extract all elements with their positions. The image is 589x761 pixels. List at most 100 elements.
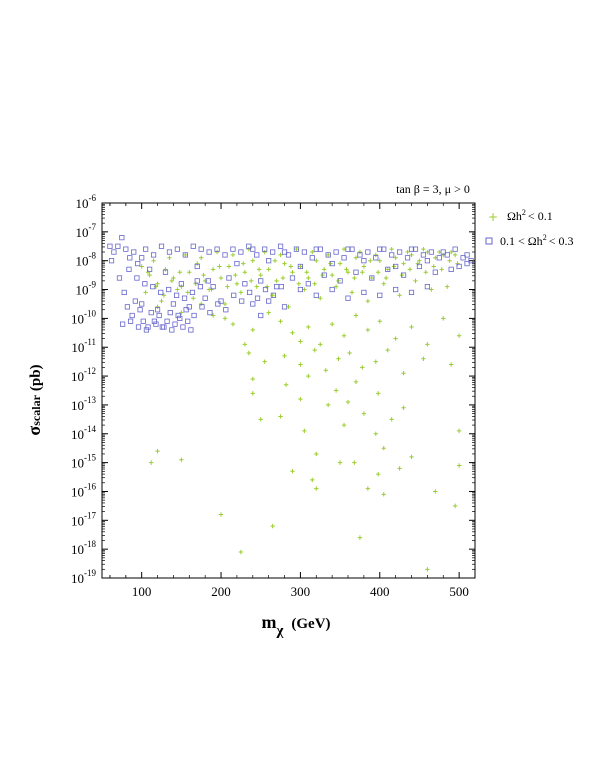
data-point-plus — [272, 258, 278, 263]
data-point-square — [281, 304, 288, 310]
data-point-plus — [341, 333, 347, 338]
data-point-square — [107, 243, 113, 249]
data-point-plus — [177, 270, 182, 275]
data-point-square — [170, 301, 177, 307]
data-point-square — [381, 246, 387, 252]
data-point-plus — [270, 523, 275, 529]
data-point-square — [158, 243, 165, 249]
data-point-square — [174, 246, 180, 252]
data-point-plus — [266, 267, 271, 272]
data-point-plus — [195, 261, 200, 266]
data-point-plus — [139, 264, 144, 269]
y-tick-label: 10-17 — [71, 510, 96, 528]
data-point-plus — [147, 272, 152, 278]
data-point-plus — [397, 466, 402, 471]
data-point-square — [353, 269, 359, 275]
data-point-plus — [298, 362, 303, 367]
data-point-square — [270, 292, 277, 298]
data-point-square — [150, 252, 157, 258]
y-axis-title: σscalar (pb) — [24, 364, 44, 435]
data-point-plus — [175, 287, 180, 292]
data-point-plus — [202, 278, 208, 284]
data-point-plus — [234, 281, 240, 286]
data-point-square — [205, 278, 211, 284]
data-point-plus — [361, 264, 367, 269]
data-point-plus — [323, 368, 328, 373]
data-point-square — [377, 292, 383, 298]
data-point-plus — [401, 370, 406, 376]
data-point-square — [218, 298, 224, 304]
data-point-plus — [262, 249, 267, 255]
legend: + Ωh2 < 0.1 0.1 < Ωh2 < 0.3 — [485, 208, 573, 248]
data-point-plus — [298, 264, 303, 269]
data-point-plus — [421, 246, 426, 252]
y-axis-ticks: 10-19 10-18 10-17 10-16 10-15 10-14 10-13 10-12… — [71, 193, 475, 586]
data-point-square — [309, 255, 315, 261]
data-point-square — [148, 310, 154, 316]
data-point-square — [369, 275, 375, 281]
data-points — [107, 235, 474, 572]
data-point-square — [132, 298, 138, 304]
data-point-square — [153, 321, 159, 327]
data-point-square — [246, 243, 252, 249]
data-point-plus — [389, 246, 394, 252]
data-point-square — [428, 249, 434, 255]
data-point-plus — [230, 321, 236, 327]
data-point-plus — [318, 342, 323, 347]
data-point-plus — [377, 258, 382, 263]
data-point-plus — [352, 460, 357, 465]
data-point-plus — [155, 304, 160, 310]
data-point-square — [424, 258, 430, 264]
data-point-plus — [320, 272, 325, 278]
data-point-plus — [409, 454, 414, 460]
data-point-plus — [373, 431, 378, 436]
data-point-plus — [210, 267, 216, 272]
data-point-square — [408, 289, 415, 296]
data-point-square — [277, 243, 284, 249]
y-axis-title-unit: (pb) — [28, 364, 44, 391]
data-point-square — [357, 252, 363, 258]
data-point-plus — [375, 270, 381, 275]
data-point-plus — [401, 405, 406, 411]
data-point-square — [262, 286, 269, 293]
x-tick-label: 200 — [211, 584, 231, 599]
data-point-plus — [448, 362, 454, 367]
data-point-square — [258, 278, 264, 284]
data-point-plus — [345, 399, 351, 405]
data-point-plus — [349, 290, 355, 295]
data-point-plus — [167, 255, 172, 261]
y-tick-label: 10-8 — [76, 251, 97, 269]
data-point-square — [134, 275, 140, 281]
data-point-square — [400, 272, 407, 278]
data-point-square — [135, 260, 141, 267]
y-tick-label: 10-18 — [71, 539, 96, 557]
data-point-plus — [187, 270, 192, 275]
data-point-square — [162, 269, 169, 275]
data-point-plus — [452, 503, 458, 509]
data-point-square — [202, 295, 208, 301]
data-point-square — [250, 301, 256, 307]
data-point-plus — [151, 258, 156, 263]
data-point-plus — [325, 402, 331, 408]
data-point-plus — [238, 549, 244, 555]
svg-text:mχ(GeV): mχ (GeV) — [261, 612, 330, 639]
data-point-plus — [312, 347, 317, 353]
data-point-plus — [431, 264, 436, 269]
data-point-square — [262, 246, 268, 252]
data-point-square — [159, 324, 165, 330]
x-tick-label: 300 — [291, 584, 311, 599]
data-point-plus — [433, 489, 438, 494]
data-point-plus — [455, 261, 460, 266]
data-point-plus — [373, 252, 378, 258]
data-point-plus — [199, 301, 204, 307]
data-point-plus — [377, 319, 382, 324]
data-point-square — [150, 284, 156, 290]
data-point-square — [412, 246, 419, 252]
data-point-square — [180, 324, 186, 330]
data-point-square — [137, 307, 143, 313]
data-point-plus — [333, 284, 339, 289]
data-point-plus — [218, 512, 224, 517]
data-point-plus — [296, 281, 302, 286]
data-point-plus — [250, 391, 255, 396]
data-point-plus — [222, 316, 228, 321]
